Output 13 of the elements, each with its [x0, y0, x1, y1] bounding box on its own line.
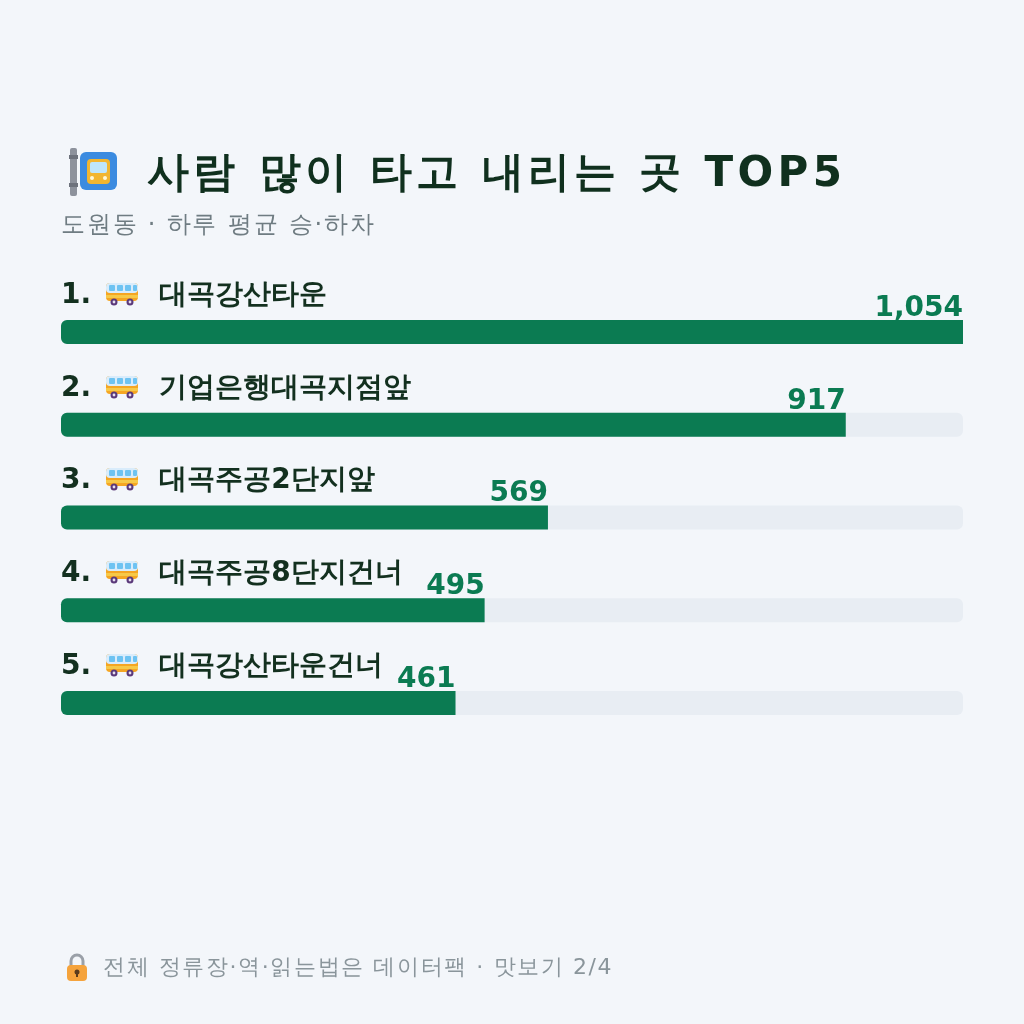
data-label: 917 [787, 381, 846, 418]
text: 전체 정류장·역·읽는법은 데이터팩 · 맛보기 2/4 [103, 953, 614, 981]
category-label: 4. 대곡주공8단지건너 [61, 555, 403, 589]
chart-title: 사람 많이 타고 내리는 곳 TOP5 [147, 146, 847, 198]
category-label: 1. 대곡강산타운 [61, 276, 328, 310]
data-label: 1,054 [874, 288, 963, 325]
data-label: 461 [397, 659, 456, 696]
data-label: 569 [489, 474, 548, 511]
category-label: 5. 대곡강산타운건너 [61, 647, 384, 681]
chart-subtitle: 도원동 · 하루 평균 승·하차 [61, 209, 376, 239]
data-label: 495 [426, 567, 485, 604]
category-label: 2. 기업은행대곡지점앞 [61, 369, 412, 403]
category-label: 3. 대곡주공2단지앞 [61, 462, 375, 496]
